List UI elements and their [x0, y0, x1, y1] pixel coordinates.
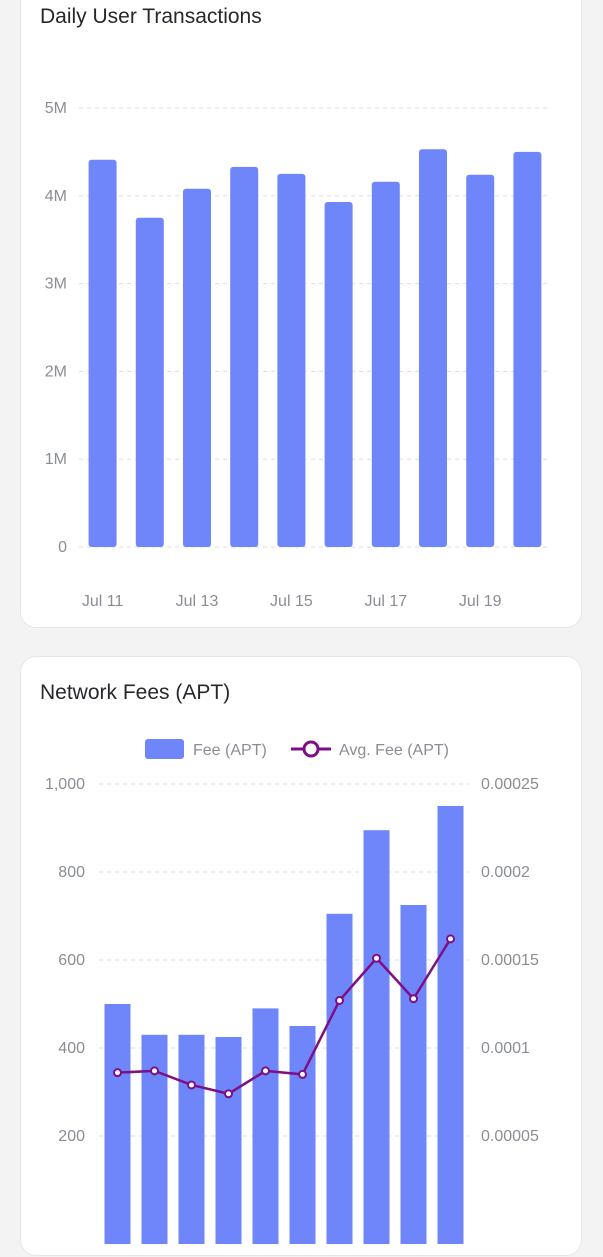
- avg-fee-point: [224, 1089, 233, 1099]
- bar: [135, 217, 164, 547]
- y-tick-label: 1M: [45, 451, 67, 468]
- daily-transactions-chart: 0 1M 2M 3M 4M 5M Jul 11 Jul 13 Jul 15 Jul 17 Jul 1…: [45, 100, 551, 610]
- y-left-tick-label: 400: [58, 1040, 85, 1057]
- y-right-tick-label: 0.00015: [481, 952, 539, 969]
- y-left-tick-label: 800: [58, 864, 85, 881]
- y-tick-label: 2M: [45, 363, 67, 380]
- x-tick-label: Jul 13: [176, 593, 219, 610]
- daily-transactions-card: Daily User Transactions 0 1M 2M 3M 4M 5M Jul 1…: [20, 0, 582, 628]
- y-left-tick-label: 1,000: [45, 776, 85, 793]
- bar: [419, 149, 447, 548]
- avg-fee-point: [187, 1080, 196, 1090]
- bar: [141, 1034, 168, 1244]
- bar: [371, 181, 400, 547]
- x-tick-label: Jul 19: [459, 593, 502, 610]
- y-tick-label: 3M: [45, 276, 67, 293]
- x-tick-label: Jul 17: [364, 593, 407, 610]
- legend-line-marker: [302, 740, 320, 758]
- bar: [104, 1004, 131, 1244]
- bar: [324, 201, 353, 548]
- y-right-tick-label: 0.00025: [481, 776, 539, 793]
- avg-fee-point: [409, 994, 418, 1004]
- avg-fee-point: [372, 953, 381, 963]
- avg-fee-point: [150, 1066, 159, 1076]
- bar: [437, 806, 464, 1244]
- y-right-tick-label: 0.00005: [481, 1128, 539, 1145]
- avg-fee-point: [335, 995, 344, 1005]
- x-tick-label: Jul 11: [82, 593, 124, 610]
- bar: [277, 173, 306, 547]
- bar: [230, 166, 259, 548]
- avg-fee-line: [117, 938, 452, 1096]
- y-left-tick-label: 600: [58, 952, 85, 969]
- bar: [466, 174, 495, 547]
- bar: [513, 151, 542, 547]
- y-right-tick-label: 0.0002: [481, 864, 530, 881]
- legend-label: Avg. Fee (APT): [339, 742, 449, 759]
- y-tick-label: 5M: [45, 100, 67, 117]
- bar: [215, 1037, 242, 1244]
- y-tick-label: 4M: [45, 188, 67, 205]
- bar: [183, 188, 211, 547]
- bar: [326, 913, 353, 1244]
- x-tick-label: Jul 15: [270, 593, 313, 610]
- avg-fee-point: [261, 1066, 270, 1076]
- y-right-tick-label: 0.0001: [481, 1040, 530, 1057]
- bar: [400, 905, 427, 1244]
- daily-transactions-title: Daily User Transactions: [40, 5, 262, 28]
- y-tick-label: 0: [58, 539, 67, 556]
- avg-fee-point: [113, 1068, 122, 1078]
- bar: [178, 1034, 205, 1244]
- network-fees-card: Network Fees (APT) Fee (APT) Avg. Fee (AP…: [20, 656, 582, 1256]
- bar: [88, 159, 117, 547]
- legend-label: Fee (APT): [193, 742, 267, 759]
- bar: [252, 1008, 279, 1244]
- avg-fee-point: [446, 934, 455, 944]
- bar: [363, 830, 390, 1244]
- legend-bar-swatch: [145, 739, 184, 759]
- avg-fee-point: [298, 1069, 307, 1079]
- network-fees-chart: Fee (APT) Avg. Fee (APT) 200 400 600 800 1,000…: [45, 739, 539, 1244]
- y-left-tick-label: 200: [58, 1128, 85, 1145]
- network-fees-title: Network Fees (APT): [40, 681, 231, 704]
